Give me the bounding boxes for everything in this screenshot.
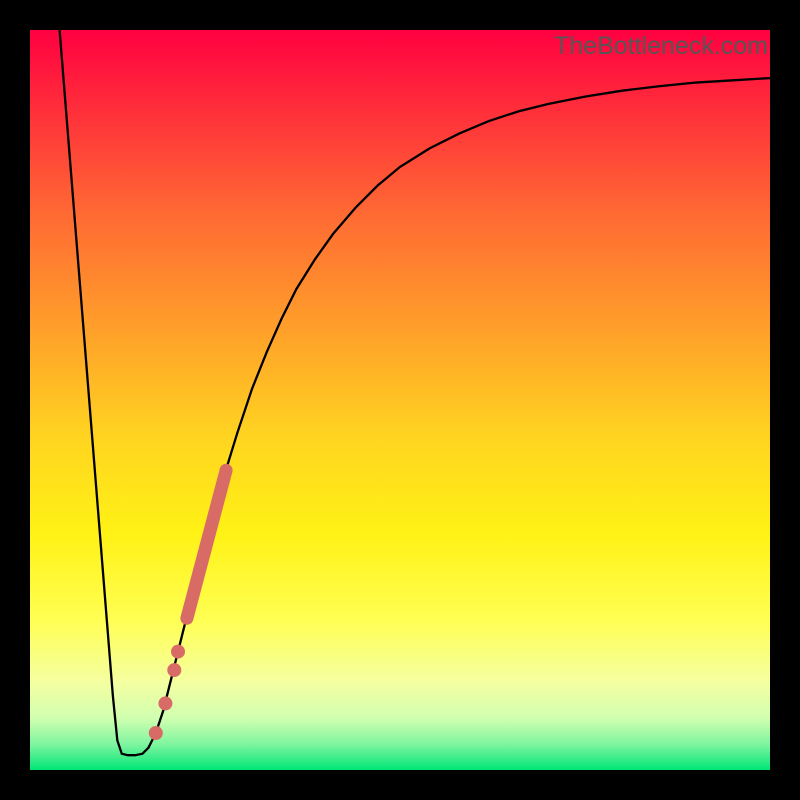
highlight-segment	[187, 470, 226, 618]
bottleneck-curve	[60, 30, 770, 755]
curve-layer	[30, 30, 770, 770]
highlight-marker	[171, 645, 185, 659]
chart-frame: TheBottleneck.com	[0, 0, 800, 800]
highlight-marker	[158, 696, 172, 710]
watermark-text: TheBottleneck.com	[554, 32, 768, 61]
highlight-marker	[167, 663, 181, 677]
highlight-marker	[149, 726, 163, 740]
